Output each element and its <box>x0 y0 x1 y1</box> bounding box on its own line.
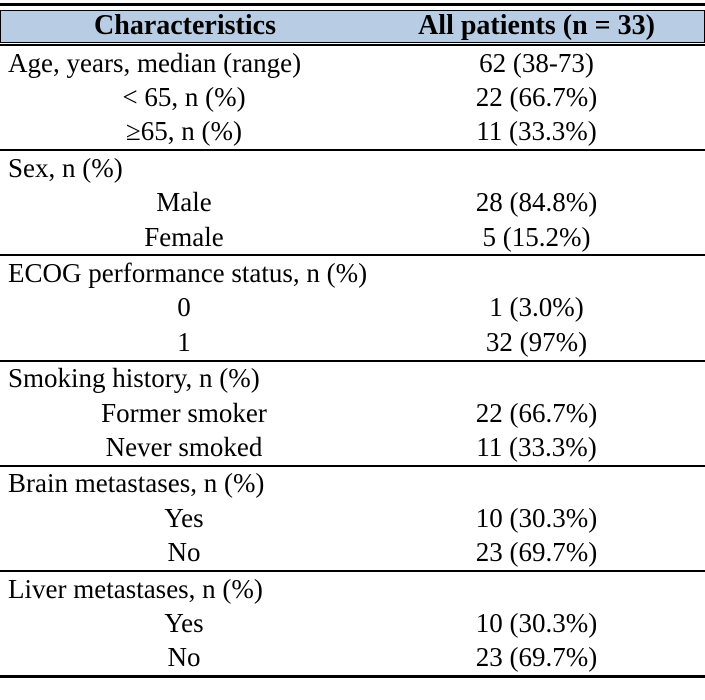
table-row: Never smoked 11 (33.3%) <box>0 430 705 464</box>
section-divider <box>0 569 705 572</box>
section-smoking: Smoking history, n (%) Former smoker 22 … <box>0 362 705 465</box>
row-value: 23 (69.7%) <box>475 537 598 568</box>
row-label: < 65, n (%) <box>122 82 246 113</box>
row-value: 11 (33.3%) <box>476 116 597 147</box>
section-age: Age, years, median (range) 62 (38-73) < … <box>0 46 705 149</box>
section-ecog: ECOG performance status, n (%) 0 1 (3.0%… <box>0 256 705 359</box>
row-label: Smoking history, n (%) <box>8 363 260 394</box>
table-row: < 65, n (%) 22 (66.7%) <box>0 80 705 114</box>
row-label: 0 <box>177 292 191 323</box>
section-divider <box>0 149 705 152</box>
row-label: Liver metastases, n (%) <box>8 573 263 604</box>
row-label: ≥65, n (%) <box>125 116 243 147</box>
row-value: 11 (33.3%) <box>476 431 597 462</box>
table-row: Brain metastases, n (%) <box>0 467 705 501</box>
header-bottom-rule <box>0 43 705 46</box>
row-label: ECOG performance status, n (%) <box>8 258 368 289</box>
row-label: Male <box>156 187 212 218</box>
row-value: 23 (69.7%) <box>475 642 598 673</box>
row-label: Female <box>144 221 224 252</box>
row-label: No <box>167 537 201 568</box>
table-row: Yes 10 (30.3%) <box>0 501 705 535</box>
table-row: 1 32 (97%) <box>0 325 705 359</box>
row-label: Age, years, median (range) <box>8 47 302 78</box>
row-label: No <box>167 642 201 673</box>
table-row: Liver metastases, n (%) <box>0 572 705 606</box>
table-row: ECOG performance status, n (%) <box>0 256 705 290</box>
section-sex: Sex, n (%) Male 28 (84.8%) Female 5 (15.… <box>0 151 705 254</box>
row-value: 28 (84.8%) <box>475 187 598 218</box>
table-row: ≥65, n (%) 11 (33.3%) <box>0 115 705 149</box>
column-header-all-patients: All patients (n = 33) <box>418 10 655 41</box>
table-top-rule <box>0 3 705 6</box>
table-row: Sex, n (%) <box>0 151 705 185</box>
table-row: Former smoker 22 (66.7%) <box>0 396 705 430</box>
row-label: Brain metastases, n (%) <box>8 468 265 499</box>
row-value: 10 (30.3%) <box>475 502 598 533</box>
row-value: 10 (30.3%) <box>475 607 598 638</box>
table-row: 0 1 (3.0%) <box>0 291 705 325</box>
row-label: Yes <box>164 607 204 638</box>
column-header-characteristics: Characteristics <box>94 10 276 41</box>
row-label: Never smoked <box>105 431 263 462</box>
table-row: Female 5 (15.2%) <box>0 220 705 254</box>
table-row: No 23 (69.7%) <box>0 535 705 569</box>
table-row: Smoking history, n (%) <box>0 362 705 396</box>
row-value: 22 (66.7%) <box>475 397 598 428</box>
patient-characteristics-table: Characteristics All patients (n = 33) Ag… <box>0 3 705 679</box>
row-value: 62 (38-73) <box>479 47 594 78</box>
section-brain-metastases: Brain metastases, n (%) Yes 10 (30.3%) N… <box>0 467 705 570</box>
section-divider <box>0 359 705 362</box>
table-row: Age, years, median (range) 62 (38-73) <box>0 46 705 80</box>
section-divider <box>0 254 705 257</box>
section-divider <box>0 464 705 467</box>
table-row: Male 28 (84.8%) <box>0 186 705 220</box>
row-value: 22 (66.7%) <box>475 82 598 113</box>
row-label: 1 <box>177 326 191 357</box>
table-row: Yes 10 (30.3%) <box>0 606 705 640</box>
row-label: Yes <box>164 502 204 533</box>
row-value: 1 (3.0%) <box>489 292 584 323</box>
table-header-row: Characteristics All patients (n = 33) <box>0 9 705 43</box>
row-label: Sex, n (%) <box>8 152 123 183</box>
row-value: 5 (15.2%) <box>482 221 591 252</box>
table-row: No 23 (69.7%) <box>0 641 705 675</box>
row-value: 32 (97%) <box>485 326 588 357</box>
row-label: Former smoker <box>101 397 267 428</box>
section-liver-metastases: Liver metastases, n (%) Yes 10 (30.3%) N… <box>0 572 705 675</box>
table-bottom-rule <box>0 675 705 679</box>
